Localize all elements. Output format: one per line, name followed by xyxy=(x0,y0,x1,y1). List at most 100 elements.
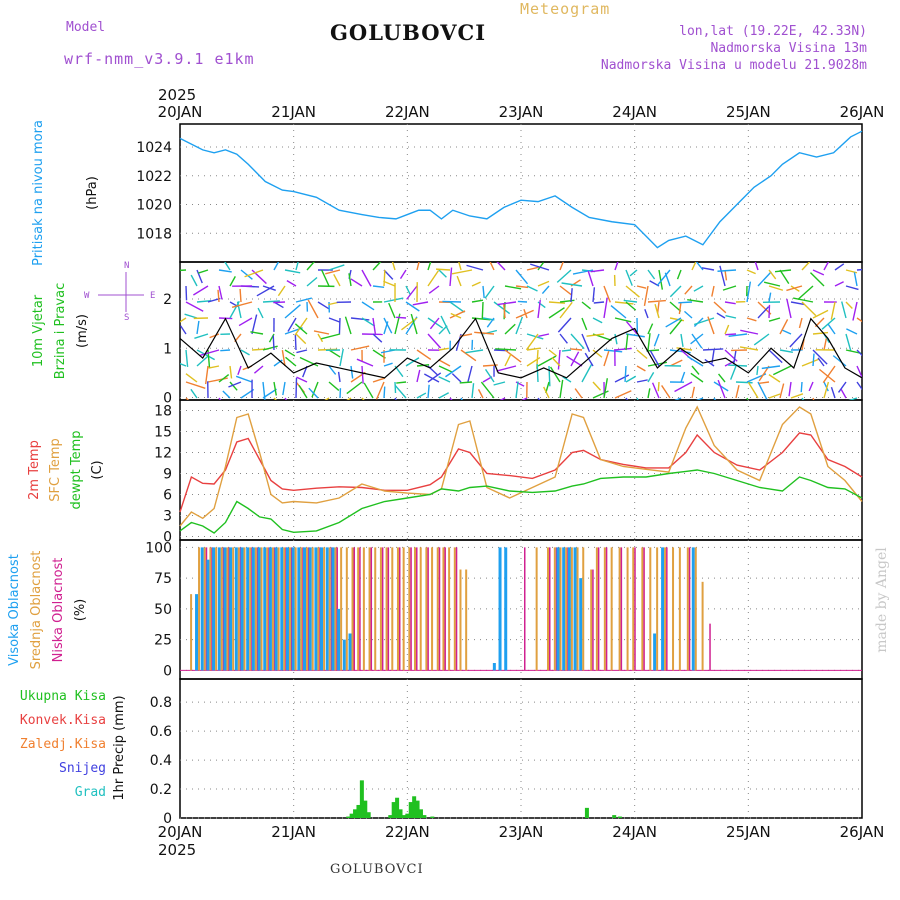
wind-arrow xyxy=(669,359,683,367)
wind-arrow xyxy=(614,390,632,399)
wind-arrow xyxy=(690,372,704,383)
cloud-bar-high xyxy=(320,547,324,671)
cloud-bar-mid xyxy=(190,594,193,671)
cloud-bar-mid xyxy=(385,547,388,671)
wind-arrow xyxy=(526,333,544,340)
x-tick-label-top: 25JAN xyxy=(726,103,771,121)
wind-arrow xyxy=(196,300,212,303)
wind-arrow xyxy=(845,269,858,274)
temperature-axis-label: SFC Temp xyxy=(48,438,63,502)
wind-arrow xyxy=(262,345,278,351)
wind-arrow xyxy=(676,347,693,351)
precip-legend-item: Ukupna Kisa xyxy=(20,689,106,704)
wind-arrow xyxy=(768,317,781,322)
wind-arrow xyxy=(658,269,664,290)
precip-axis-label: 1hr Precip (mm) xyxy=(112,695,127,800)
wind-arrow xyxy=(757,306,770,319)
wind-arrow xyxy=(603,378,609,399)
cloud-bar-mid xyxy=(300,547,303,671)
wind-arrow xyxy=(361,365,364,384)
wind-arrow xyxy=(438,376,451,383)
wind-arrow xyxy=(786,285,803,292)
wind-arrow xyxy=(801,301,817,317)
wind-arrow xyxy=(570,288,573,303)
precip-bar xyxy=(363,800,368,818)
wind-arrow xyxy=(625,375,637,383)
wind-arrow xyxy=(625,285,640,298)
footer-station: GOLUBOVCI xyxy=(330,862,424,877)
wind-arrow xyxy=(733,349,737,365)
x-tick-label-bottom: 22JAN xyxy=(385,823,430,841)
cloud-bar-mid xyxy=(203,547,206,671)
wind-arrow xyxy=(515,269,529,285)
wind-arrow xyxy=(523,309,528,319)
wind-arrow-field xyxy=(180,262,862,400)
wind-arrow xyxy=(410,313,418,335)
wind-arrow xyxy=(306,276,318,287)
wind-arrow xyxy=(728,333,748,338)
wind-arrow xyxy=(465,349,484,354)
y-tick-label: 1024 xyxy=(136,140,172,156)
wind-arrow xyxy=(793,297,814,303)
wind-arrow xyxy=(496,365,517,372)
wind-arrow xyxy=(257,307,264,319)
wind-arrow xyxy=(321,333,341,340)
wind-arrow xyxy=(559,299,575,303)
cloud-bar-high xyxy=(274,547,278,671)
wind-arrow xyxy=(204,365,209,385)
cloud-bar-high xyxy=(573,547,577,671)
wind-arrow xyxy=(324,397,330,400)
wind-arrow xyxy=(190,274,198,287)
wind-arrow xyxy=(493,381,506,386)
cloud-bar-high xyxy=(303,547,307,671)
y-tick-label: 0 xyxy=(163,663,172,679)
cloud-bar-mid xyxy=(283,547,286,671)
wind-arrow xyxy=(394,397,397,400)
wind-arrow xyxy=(228,381,242,388)
wind-arrow xyxy=(592,390,609,399)
wind-arrow xyxy=(282,381,286,396)
cloud-bar-high xyxy=(331,547,335,671)
wind-arrow xyxy=(684,310,693,319)
cloud-bar-mid xyxy=(226,547,229,671)
wind-arrow xyxy=(759,381,770,385)
panel-frame xyxy=(179,123,863,263)
wind-arrow xyxy=(251,269,267,285)
wind-arrow xyxy=(471,383,475,399)
wind-arrow xyxy=(317,333,324,343)
wind-arrow xyxy=(503,303,506,319)
wind-arrow xyxy=(251,314,258,335)
wind-arrow xyxy=(429,317,440,330)
precip-bar xyxy=(349,813,354,818)
wind-arrow xyxy=(196,355,209,367)
cloud-bar-mid xyxy=(243,547,246,671)
model-name: wrf-nmm_v3.9.1 e1km xyxy=(64,50,255,68)
cloud-bar-mid xyxy=(626,547,629,671)
y-tick-label: 0 xyxy=(163,391,172,407)
wind-arrow xyxy=(350,345,370,351)
wind-arrow xyxy=(445,365,462,378)
wind-arrow xyxy=(735,381,753,384)
cloud-bar-mid xyxy=(237,547,240,671)
wind-arrow xyxy=(344,316,352,335)
cloud-axis-label: Visoka Oblacnost xyxy=(7,554,22,666)
wind-arrow xyxy=(790,393,804,399)
wind-arrow xyxy=(636,379,648,383)
cloud-bar-high xyxy=(556,547,560,671)
x-tick-label-bottom: 23JAN xyxy=(499,823,544,841)
wind-arrow xyxy=(383,321,389,335)
cloud-bar-mid xyxy=(656,547,659,671)
wind-arrow xyxy=(592,349,603,358)
cloud-bar-mid xyxy=(288,547,291,671)
wind-arrow xyxy=(853,272,858,287)
cloud-bar-low xyxy=(359,547,361,671)
cloud-bar-mid xyxy=(340,547,343,671)
wind-arrow xyxy=(779,319,789,335)
wind-arrow xyxy=(504,349,522,363)
precip-bar xyxy=(415,800,420,818)
wind-arrow xyxy=(438,359,451,367)
wind-arrow xyxy=(325,269,341,275)
wind-arrow xyxy=(691,262,697,271)
wind-arrow xyxy=(846,328,858,335)
wind-arrow xyxy=(383,269,386,287)
